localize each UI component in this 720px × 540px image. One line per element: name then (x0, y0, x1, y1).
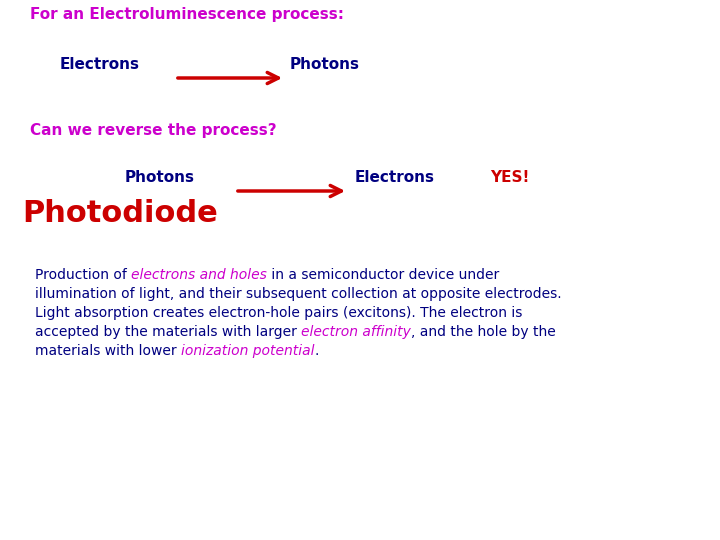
Text: Electrons: Electrons (355, 170, 435, 185)
Text: .: . (315, 344, 319, 358)
Text: Photons: Photons (290, 57, 360, 72)
Text: electrons and holes: electrons and holes (131, 268, 267, 282)
Text: ionization potential: ionization potential (181, 344, 315, 358)
Text: Can we reverse the process?: Can we reverse the process? (30, 123, 276, 138)
Text: Electrons: Electrons (60, 57, 140, 72)
Text: electron affinity: electron affinity (301, 325, 411, 339)
Text: , and the hole by the: , and the hole by the (411, 325, 556, 339)
Text: Production of: Production of (35, 268, 131, 282)
Text: For an Electroluminescence process:: For an Electroluminescence process: (30, 7, 344, 22)
Text: in a semiconductor device under: in a semiconductor device under (267, 268, 500, 282)
Text: YES!: YES! (490, 170, 529, 185)
Text: Photons: Photons (125, 170, 195, 185)
Text: accepted by the materials with larger: accepted by the materials with larger (35, 325, 301, 339)
Text: Photodiode: Photodiode (22, 199, 217, 228)
Text: materials with lower: materials with lower (35, 344, 181, 358)
Text: Light absorption creates electron-hole pairs (excitons). The electron is: Light absorption creates electron-hole p… (35, 306, 523, 320)
Text: illumination of light, and their subsequent collection at opposite electrodes.: illumination of light, and their subsequ… (35, 287, 562, 301)
